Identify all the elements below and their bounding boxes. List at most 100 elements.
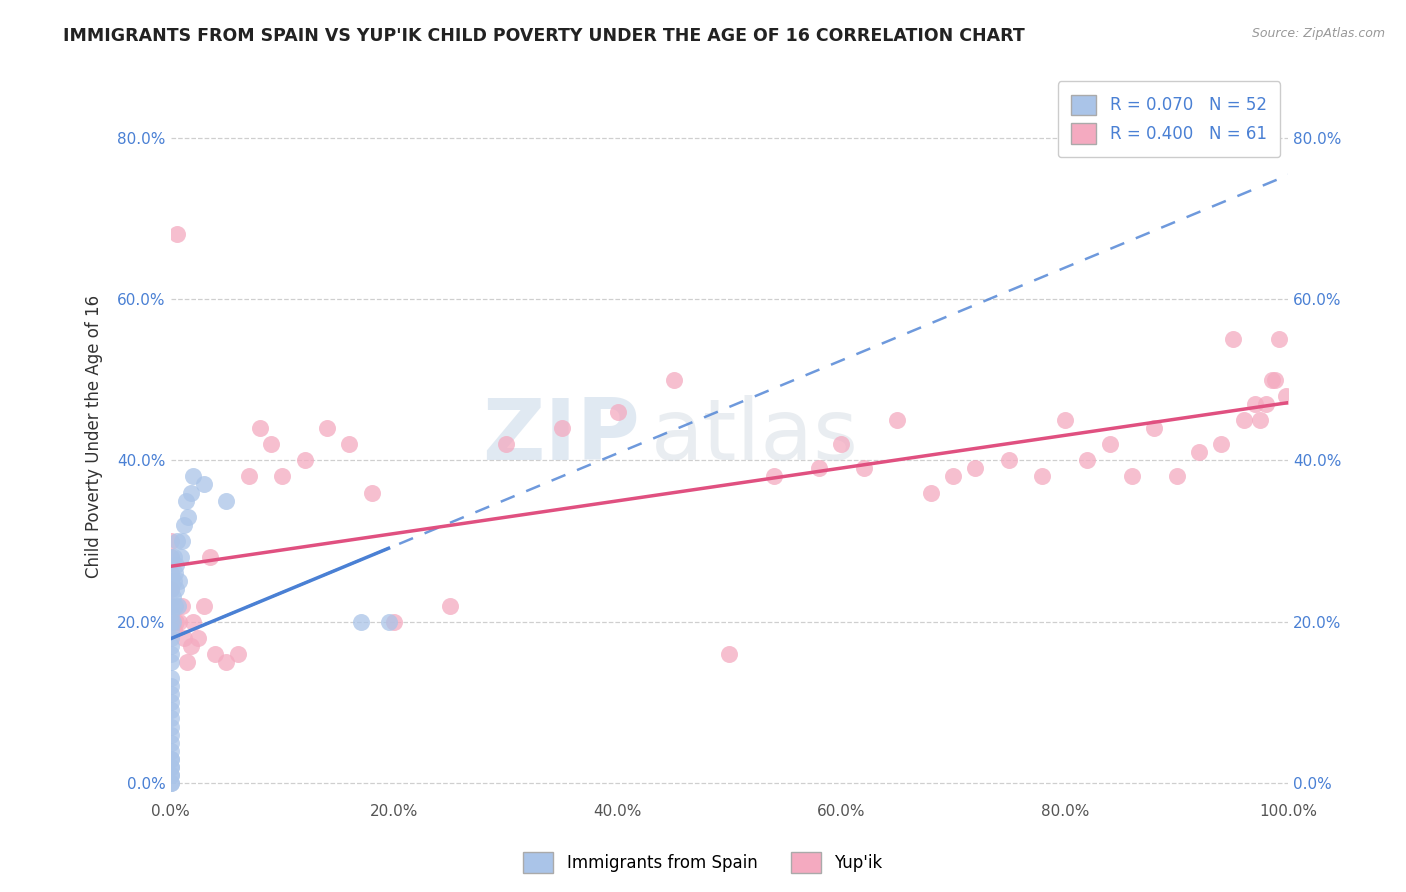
Point — [159, 776, 181, 790]
Point — [294, 453, 316, 467]
Text: IMMIGRANTS FROM SPAIN VS YUP'IK CHILD POVERTY UNDER THE AGE OF 16 CORRELATION CH: IMMIGRANTS FROM SPAIN VS YUP'IK CHILD PO… — [63, 27, 1025, 45]
Point — [382, 615, 405, 629]
Point — [1053, 413, 1076, 427]
Point — [159, 599, 181, 613]
Point — [551, 421, 574, 435]
Point — [920, 485, 942, 500]
Point — [165, 615, 187, 629]
Point — [159, 776, 181, 790]
Point — [166, 533, 188, 548]
Point — [159, 752, 181, 766]
Y-axis label: Child Poverty Under the Age of 16: Child Poverty Under the Age of 16 — [86, 294, 103, 578]
Point — [1275, 389, 1298, 403]
Point — [965, 461, 987, 475]
Point — [159, 720, 181, 734]
Point — [159, 760, 181, 774]
Point — [998, 453, 1021, 467]
Point — [763, 469, 786, 483]
Point — [377, 615, 399, 629]
Point — [169, 550, 191, 565]
Point — [1076, 453, 1098, 467]
Point — [159, 623, 181, 637]
Point — [193, 477, 215, 491]
Point — [177, 509, 200, 524]
Point — [339, 437, 361, 451]
Point — [165, 582, 187, 597]
Point — [204, 647, 226, 661]
Point — [159, 582, 181, 597]
Point — [238, 469, 260, 483]
Point — [249, 421, 271, 435]
Point — [159, 582, 181, 597]
Point — [159, 679, 181, 693]
Text: atlas: atlas — [651, 394, 859, 477]
Point — [159, 687, 181, 701]
Point — [159, 655, 181, 669]
Point — [162, 591, 184, 605]
Point — [1254, 397, 1277, 411]
Point — [159, 607, 181, 621]
Point — [181, 469, 204, 483]
Point — [159, 639, 181, 653]
Point — [159, 768, 181, 782]
Point — [159, 760, 181, 774]
Point — [1121, 469, 1143, 483]
Point — [163, 550, 186, 565]
Point — [163, 599, 186, 613]
Point — [1233, 413, 1256, 427]
Point — [193, 599, 215, 613]
Point — [1031, 469, 1053, 483]
Point — [360, 485, 382, 500]
Point — [159, 631, 181, 645]
Point — [159, 728, 181, 742]
Point — [1166, 469, 1188, 483]
Point — [495, 437, 517, 451]
Legend: R = 0.070   N = 52, R = 0.400   N = 61: R = 0.070 N = 52, R = 0.400 N = 61 — [1059, 81, 1279, 157]
Point — [159, 574, 181, 589]
Point — [159, 615, 181, 629]
Point — [271, 469, 294, 483]
Point — [170, 599, 193, 613]
Point — [159, 533, 181, 548]
Point — [187, 631, 209, 645]
Point — [159, 550, 181, 565]
Point — [1264, 373, 1286, 387]
Point — [159, 566, 181, 581]
Point — [718, 647, 741, 661]
Point — [159, 744, 181, 758]
Point — [662, 373, 685, 387]
Point — [260, 437, 283, 451]
Point — [170, 533, 193, 548]
Legend: Immigrants from Spain, Yup'ik: Immigrants from Spain, Yup'ik — [517, 846, 889, 880]
Point — [180, 639, 202, 653]
Point — [173, 631, 195, 645]
Point — [349, 615, 371, 629]
Point — [807, 461, 830, 475]
Point — [215, 655, 238, 669]
Point — [316, 421, 339, 435]
Point — [159, 550, 181, 565]
Point — [1098, 437, 1121, 451]
Point — [163, 623, 186, 637]
Point — [159, 703, 181, 717]
Point — [1244, 397, 1267, 411]
Point — [1268, 332, 1291, 346]
Point — [159, 671, 181, 685]
Point — [159, 768, 181, 782]
Text: Source: ZipAtlas.com: Source: ZipAtlas.com — [1251, 27, 1385, 40]
Point — [852, 461, 875, 475]
Point — [226, 647, 249, 661]
Point — [215, 493, 238, 508]
Point — [181, 615, 204, 629]
Point — [180, 485, 202, 500]
Point — [159, 647, 181, 661]
Point — [1188, 445, 1211, 459]
Point — [167, 599, 190, 613]
Point — [166, 227, 188, 242]
Point — [165, 558, 187, 573]
Point — [830, 437, 852, 451]
Point — [162, 615, 184, 629]
Point — [159, 711, 181, 725]
Point — [1222, 332, 1244, 346]
Point — [176, 655, 198, 669]
